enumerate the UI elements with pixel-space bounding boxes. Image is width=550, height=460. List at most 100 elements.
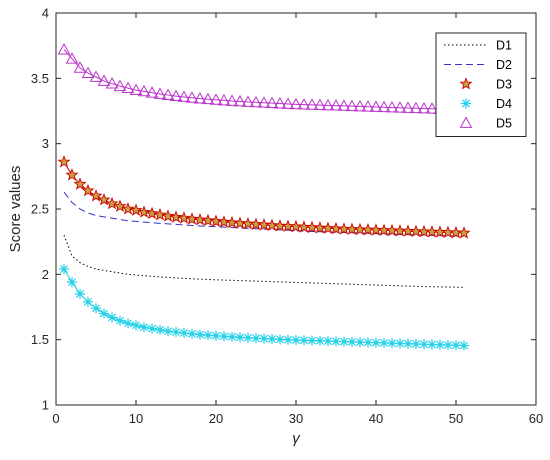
- star-marker: [121, 202, 135, 215]
- star-marker: [459, 77, 473, 90]
- x-axis-label: γ: [292, 430, 301, 447]
- asterisk-stroke: [100, 309, 108, 318]
- triangle-marker: [273, 97, 287, 109]
- asterisk-stroke: [372, 338, 380, 347]
- x-tick-label: 30: [289, 411, 303, 426]
- asterisk-stroke: [396, 339, 404, 348]
- triangle-marker: [89, 70, 103, 82]
- asterisk-stroke: [364, 338, 372, 347]
- triangle-marker: [121, 81, 135, 94]
- triangle-marker: [65, 52, 79, 64]
- asterisk-stroke: [462, 99, 470, 108]
- triangle-marker: [153, 87, 167, 99]
- asterisk-marker: [83, 296, 93, 307]
- triangle-marker: [289, 97, 303, 110]
- star-marker: [65, 168, 79, 181]
- asterisk-stroke: [92, 304, 100, 313]
- triangle-marker: [73, 61, 87, 73]
- triangle-marker: [353, 99, 367, 112]
- star-marker: [105, 196, 119, 210]
- star-marker: [161, 209, 175, 222]
- asterisk-marker: [283, 334, 293, 345]
- asterisk-stroke: [212, 331, 220, 340]
- asterisk-stroke: [452, 341, 460, 350]
- asterisk-marker: [171, 327, 181, 338]
- x-tick-label: 20: [209, 411, 223, 426]
- triangle-marker: [177, 90, 191, 102]
- series-d3: [57, 155, 471, 239]
- asterisk-stroke: [124, 319, 132, 328]
- triangle-marker: [241, 95, 255, 107]
- asterisk-stroke: [260, 334, 268, 343]
- star-marker: [89, 189, 103, 202]
- star-marker: [81, 183, 95, 197]
- asterisk-marker: [461, 98, 471, 109]
- asterisk-marker: [267, 334, 277, 345]
- star-marker: [265, 218, 279, 232]
- series-d5: [57, 43, 471, 115]
- asterisk-marker: [227, 331, 237, 342]
- asterisk-stroke: [308, 336, 316, 345]
- legend-label-d2: D2: [496, 58, 512, 72]
- asterisk-stroke: [204, 331, 212, 340]
- asterisk-stroke: [140, 323, 148, 332]
- asterisk-stroke: [412, 340, 420, 348]
- y-tick-label: 3: [42, 136, 49, 151]
- asterisk-marker: [211, 330, 221, 341]
- triangle-marker: [257, 96, 271, 108]
- asterisk-stroke: [444, 341, 452, 349]
- y-tick-label: 3.5: [31, 71, 49, 86]
- y-tick-label: 4: [42, 6, 49, 21]
- asterisk-marker: [75, 288, 85, 299]
- asterisk-marker: [403, 338, 413, 349]
- asterisk-stroke: [116, 316, 124, 325]
- star-marker: [201, 213, 215, 227]
- asterisk-stroke: [268, 335, 276, 343]
- asterisk-marker: [131, 320, 141, 331]
- triangle-marker: [265, 96, 279, 109]
- asterisk-stroke: [148, 324, 156, 333]
- asterisk-stroke: [252, 334, 260, 343]
- triangle-marker: [81, 66, 95, 79]
- triangle-marker: [281, 97, 295, 109]
- series-d1: [63, 234, 465, 288]
- asterisk-stroke: [404, 339, 412, 348]
- triangle-marker: [313, 98, 327, 111]
- legend-item-d3: D3: [459, 77, 512, 92]
- triangle-marker: [185, 91, 199, 103]
- x-tick-label: 50: [449, 411, 463, 426]
- triangle-marker: [249, 95, 263, 108]
- asterisk-stroke: [420, 340, 428, 349]
- y-tick-label: 1.5: [31, 332, 49, 347]
- y-axis-label: Score values: [7, 166, 24, 253]
- asterisk-stroke: [84, 297, 92, 306]
- asterisk-stroke: [236, 333, 244, 342]
- triangle-marker: [321, 98, 335, 111]
- x-tick-label: 0: [52, 411, 59, 426]
- star-marker: [233, 216, 247, 229]
- asterisk-marker: [115, 315, 125, 326]
- triangle-marker: [377, 100, 391, 113]
- series-d5-markers: [57, 43, 471, 115]
- triangle-marker: [329, 99, 343, 111]
- triangle-marker: [305, 98, 319, 110]
- asterisk-stroke: [60, 265, 68, 274]
- series-d4-markers: [59, 264, 469, 351]
- asterisk-marker: [179, 328, 189, 339]
- asterisk-stroke: [196, 330, 204, 339]
- asterisk-stroke: [276, 335, 284, 344]
- triangle-marker: [209, 93, 223, 105]
- asterisk-marker: [459, 340, 469, 351]
- series-layer: [57, 43, 471, 351]
- series-d3-markers: [57, 155, 471, 239]
- triangle-marker: [217, 93, 231, 106]
- asterisk-marker: [195, 329, 205, 340]
- y-tick-label: 1: [42, 398, 49, 413]
- star-marker: [209, 214, 223, 227]
- asterisk-stroke: [380, 338, 388, 347]
- x-tick-label: 40: [369, 411, 383, 426]
- legend: D1 D2 D3 D4 D5: [435, 32, 527, 137]
- asterisk-stroke: [228, 332, 236, 341]
- triangle-marker: [161, 88, 175, 100]
